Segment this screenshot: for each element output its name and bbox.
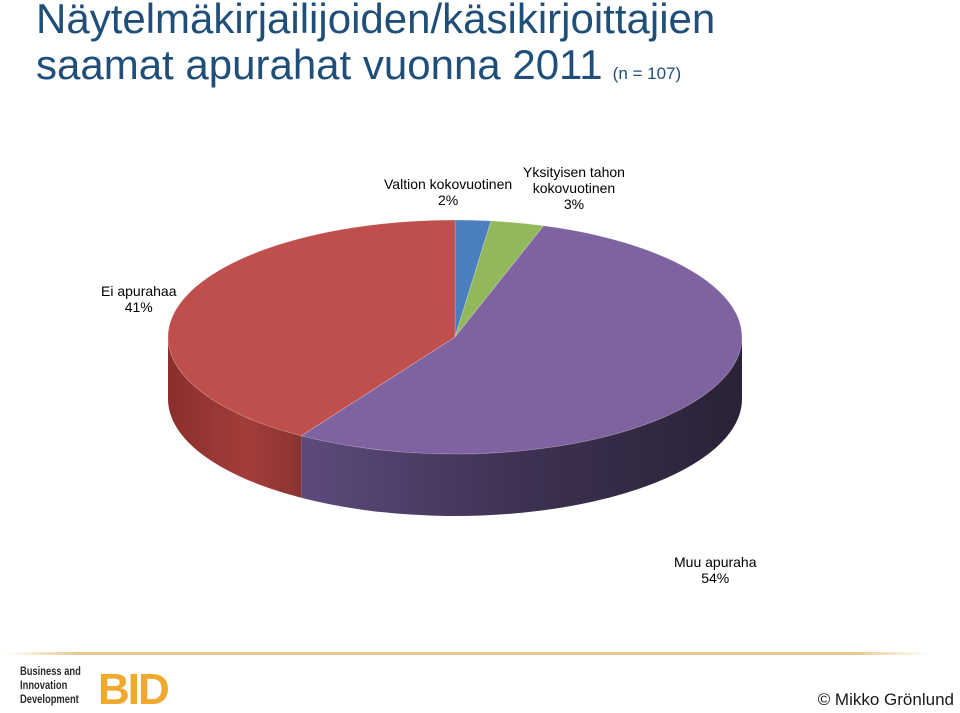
footer-divider (6, 652, 928, 655)
slice-label-ei-name: Ei apurahaa (101, 283, 177, 299)
pie-side-muu-apuraha (301, 337, 742, 517)
pie-slice-yksityisen-tahon-kokovuotinen (454, 220, 545, 338)
pie-slices (167, 219, 743, 455)
logo-line-2: Innovation (20, 678, 68, 692)
pie-slice-valtion-kokovuotinen (454, 219, 492, 338)
page-title: Näytelmäkirjailijoiden/käsikirjoittajien… (36, 0, 715, 97)
title-line-1: Näytelmäkirjailijoiden/käsikirjoittajien (36, 0, 716, 42)
pie-slice-muu-apuraha (300, 225, 743, 455)
slice-label-valtion-value: 2% (437, 192, 459, 208)
slice-label-ei-value: 41% (124, 299, 153, 315)
bid-logo-text: Business and Innovation Development (20, 664, 90, 706)
pie-side-ei-apurahaa (168, 337, 302, 498)
pie-slice-ei-apurahaa (167, 219, 456, 437)
slice-label-valtion-name: Valtion kokovuotinen (384, 176, 513, 192)
logo-line-3: Development (20, 692, 79, 706)
bid-logo-mark-text: BID (98, 665, 168, 710)
pie-depth (168, 337, 742, 517)
slice-label-yksityisen-name-1: Yksityisen tahon (523, 164, 625, 180)
slice-label-yksityisen-name-2: kokovuotinen (532, 180, 616, 196)
slice-label-valtion: Valtion kokovuotinen 2% (384, 176, 512, 208)
bid-logo-mark: BID (98, 665, 170, 710)
slice-label-muu-value: 54% (701, 570, 730, 586)
slice-label-muu-name: Muu apuraha (674, 554, 757, 570)
title-line-2: saamat apurahat vuonna 2011 (36, 41, 603, 88)
logo-line-1: Business and (20, 664, 81, 678)
slice-label-ei-apurahaa: Ei apurahaa 41% (101, 283, 177, 315)
sample-size-note: (n = 107) (612, 64, 682, 83)
slice-label-muu-apuraha: Muu apuraha 54% (674, 554, 757, 586)
copyright-notice: © Mikko Grönlund (817, 690, 954, 709)
slice-label-yksityisen-value: 3% (563, 196, 585, 212)
slice-label-yksityisen: Yksityisen tahon kokovuotinen 3% (523, 164, 625, 212)
